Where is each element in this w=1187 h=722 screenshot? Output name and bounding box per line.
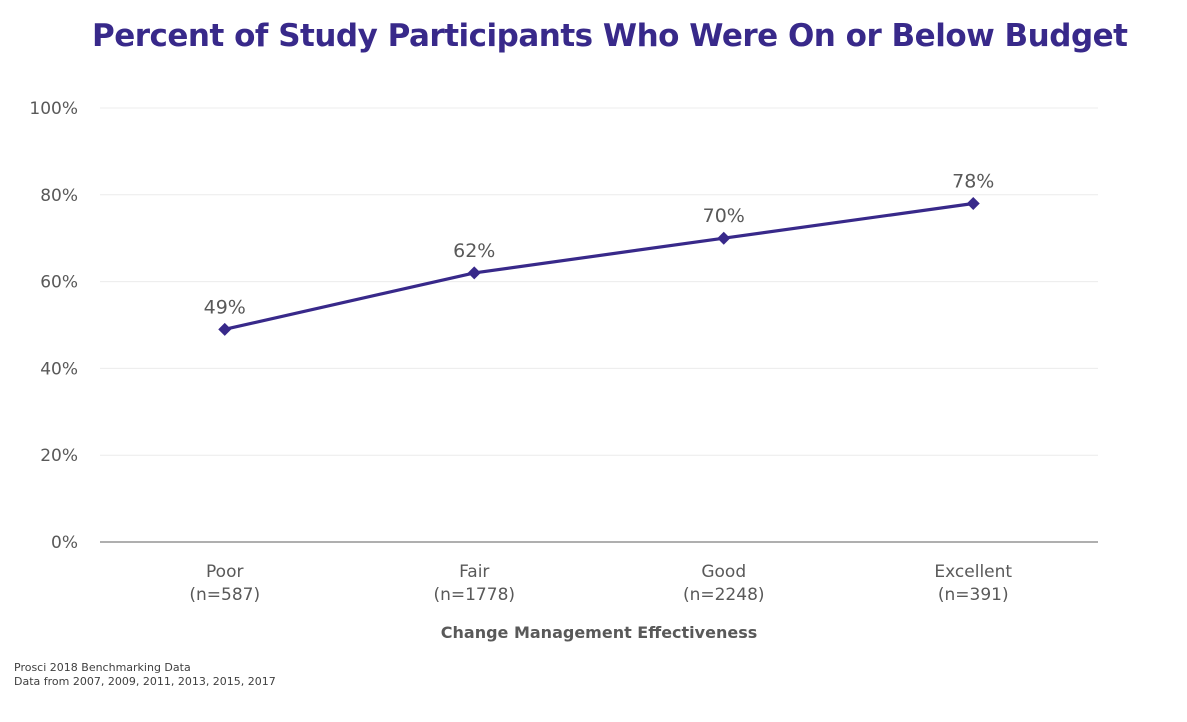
- data-label-poor: 49%: [204, 296, 246, 318]
- category-label: Excellent: [934, 562, 1012, 582]
- data-point-good: [717, 231, 731, 245]
- category-label: Fair: [459, 562, 489, 582]
- y-tick-label: 60%: [40, 273, 78, 293]
- data-label-fair: 62%: [453, 240, 495, 262]
- series-line-path: [224, 201, 974, 331]
- category-label: Poor: [206, 562, 243, 582]
- data-label-good: 70%: [703, 205, 745, 227]
- data-labels: 49% 62% 70% 78%: [204, 170, 995, 318]
- gridlines: [100, 107, 1098, 456]
- y-tick-label: 80%: [40, 186, 78, 206]
- footnote-years: Data from 2007, 2009, 2011, 2013, 2015, …: [14, 675, 276, 688]
- chart-title: Percent of Study Participants Who Were O…: [92, 18, 1128, 54]
- category-count-label: (n=2248): [683, 585, 765, 605]
- series-line: [224, 201, 974, 331]
- y-tick-label: 40%: [40, 359, 78, 379]
- category-count-label: (n=391): [938, 585, 1009, 605]
- y-tick-label: 20%: [40, 446, 78, 466]
- category-count-label: (n=1778): [433, 585, 515, 605]
- category-count-label: (n=587): [189, 585, 260, 605]
- data-point-excellent: [966, 196, 980, 210]
- data-point-fair: [467, 266, 481, 280]
- category-label: Good: [701, 562, 746, 582]
- x-axis-title: Change Management Effectiveness: [441, 623, 757, 642]
- data-label-excellent: 78%: [952, 170, 994, 192]
- y-tick-label: 100%: [29, 99, 78, 119]
- data-point-poor: [218, 322, 232, 336]
- category-labels: Poor (n=587) Fair (n=1778) Good (n=2248) Excel…: [189, 562, 1012, 605]
- series-markers: [218, 196, 980, 336]
- footnote-source: Prosci 2018 Benchmarking Data: [14, 661, 191, 674]
- y-tick-label: 0%: [51, 533, 78, 553]
- y-axis-tick-labels: 0% 20% 40% 60% 80% 100%: [29, 99, 78, 553]
